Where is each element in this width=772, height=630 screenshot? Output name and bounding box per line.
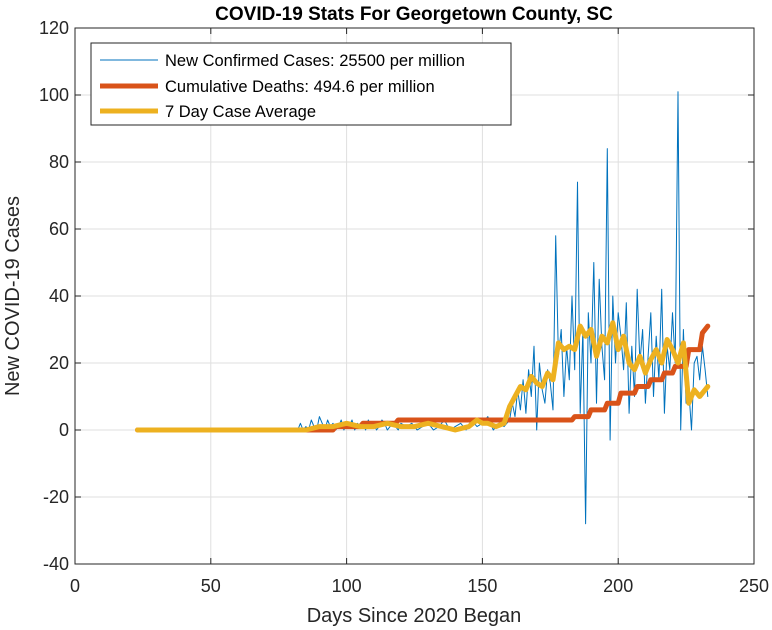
y-tick-label: 80 — [49, 152, 69, 172]
legend-box — [90, 42, 512, 126]
legend: New Confirmed Cases: 25500 per million C… — [90, 42, 512, 126]
x-tick-label: 200 — [603, 576, 633, 596]
legend-label-case-average: 7 Day Case Average — [165, 103, 316, 121]
y-axis-label: New COVID-19 Cases — [2, 196, 24, 396]
y-tick-label: 20 — [49, 353, 69, 373]
y-tick-label: 60 — [49, 219, 69, 239]
y-tick-label: 100 — [39, 85, 69, 105]
y-tick-label: 40 — [49, 286, 69, 306]
y-tick-label: 0 — [59, 420, 69, 440]
legend-label-deaths: Cumulative Deaths: 494.6 per million — [165, 78, 435, 96]
x-tick-label: 150 — [467, 576, 497, 596]
series-new-cases-line — [137, 91, 709, 525]
x-tick-label: 100 — [332, 576, 362, 596]
x-tick-label: 50 — [201, 576, 221, 596]
series-case-average-line — [135, 320, 711, 433]
y-tick-label: -40 — [43, 554, 69, 574]
y-tick-label: 120 — [39, 18, 69, 38]
x-axis-label: Days Since 2020 Began — [307, 605, 522, 627]
chart-title: COVID-19 Stats For Georgetown County, SC — [215, 4, 613, 25]
series-layer — [135, 91, 711, 525]
x-tick-label: 0 — [70, 576, 80, 596]
y-tick-label: -20 — [43, 487, 69, 507]
x-tick-label: 250 — [739, 576, 769, 596]
legend-label-new-cases: New Confirmed Cases: 25500 per million — [165, 52, 465, 70]
ticks: 0 50 100 150 200 250 -40 -20 0 20 40 60 80 100 120 — [39, 18, 769, 596]
